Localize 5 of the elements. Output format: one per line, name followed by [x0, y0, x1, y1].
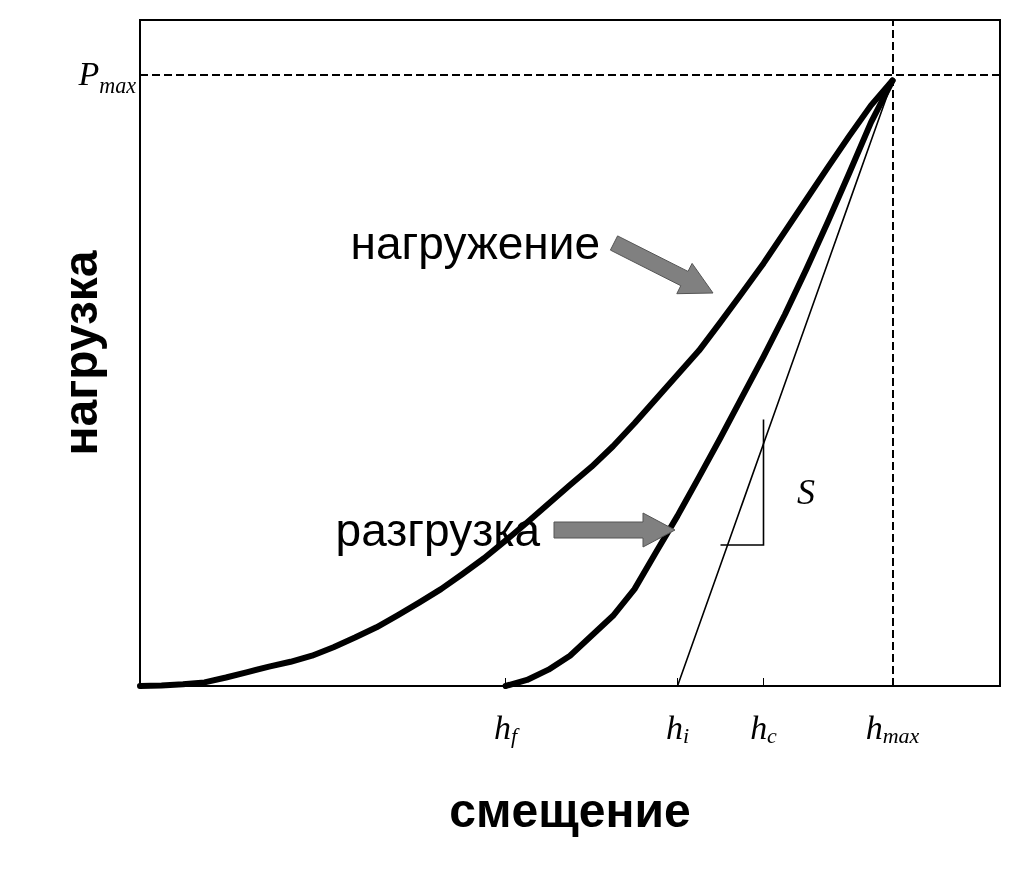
- annotation: S: [797, 472, 815, 512]
- annotation: нагружение: [350, 217, 600, 269]
- y-axis-title: нагрузка: [53, 250, 107, 456]
- ref-line-label: P$_{max}$: [77, 54, 137, 99]
- x-axis-title: смещение: [449, 783, 691, 837]
